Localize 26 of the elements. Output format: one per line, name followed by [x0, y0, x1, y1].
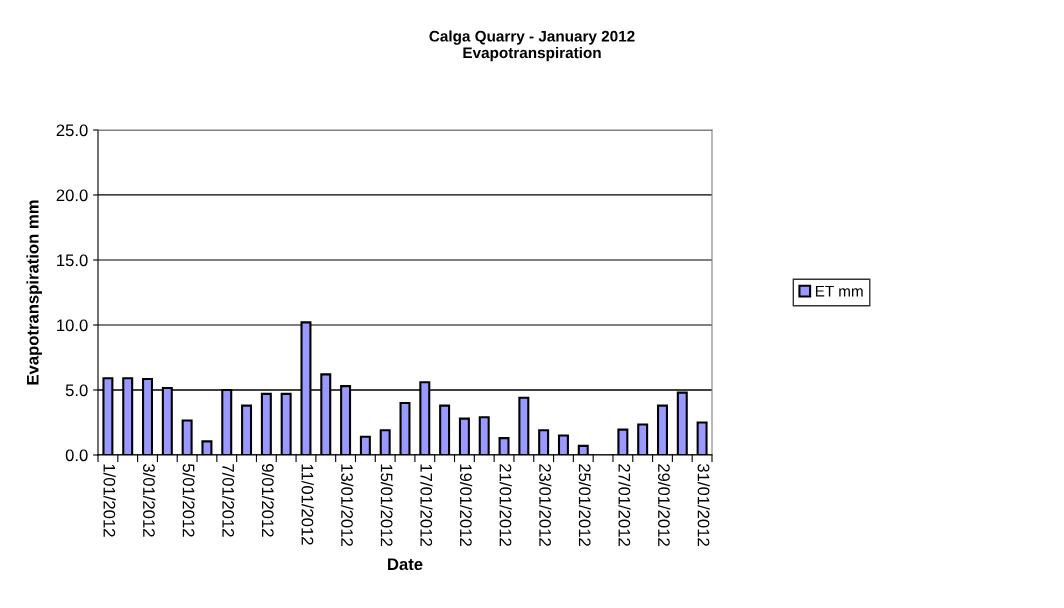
y-axis-title: Evapotranspiration mm [26, 200, 42, 385]
y-tick-label: 20.0 [56, 189, 88, 202]
y-tick-label: 25.0 [56, 124, 88, 137]
x-tick-label: 17/01/2012 [420, 464, 433, 546]
x-tick-label: 21/01/2012 [499, 464, 512, 546]
x-tick-label: 1/01/2012 [103, 464, 116, 537]
x-tick-label: 31/01/2012 [697, 463, 710, 546]
x-tick-label: 23/01/2012 [539, 464, 552, 546]
x-axis-title: Date [388, 558, 423, 571]
x-tick-label: 15/01/2012 [380, 464, 393, 546]
x-tick-label: 11/01/2012 [301, 464, 314, 545]
x-tick-label: 19/01/2012 [459, 464, 473, 546]
y-tick-label: 0.0 [65, 449, 88, 462]
x-tick-label: 29/01/2012 [658, 464, 671, 546]
x-tick-label: 3/01/2012 [143, 463, 156, 537]
x-tick-label: 7/01/2012 [222, 464, 235, 537]
chart-title: Calga Quarry - January 2012 Evapotranspiration [429, 30, 635, 62]
x-tick-label: 9/01/2012 [261, 464, 275, 537]
y-tick-label: 5.0 [65, 384, 88, 397]
x-tick-label: 27/01/2012 [618, 464, 631, 546]
x-tick-label: 25/01/2012 [578, 464, 592, 546]
y-tick-label: 15.0 [57, 254, 88, 267]
legend-label: ET mm [815, 285, 863, 297]
y-tick-label: 10.0 [57, 319, 88, 332]
x-tick-label: 5/01/2012 [182, 464, 195, 537]
x-tick-label: 13/01/2012 [341, 464, 354, 546]
